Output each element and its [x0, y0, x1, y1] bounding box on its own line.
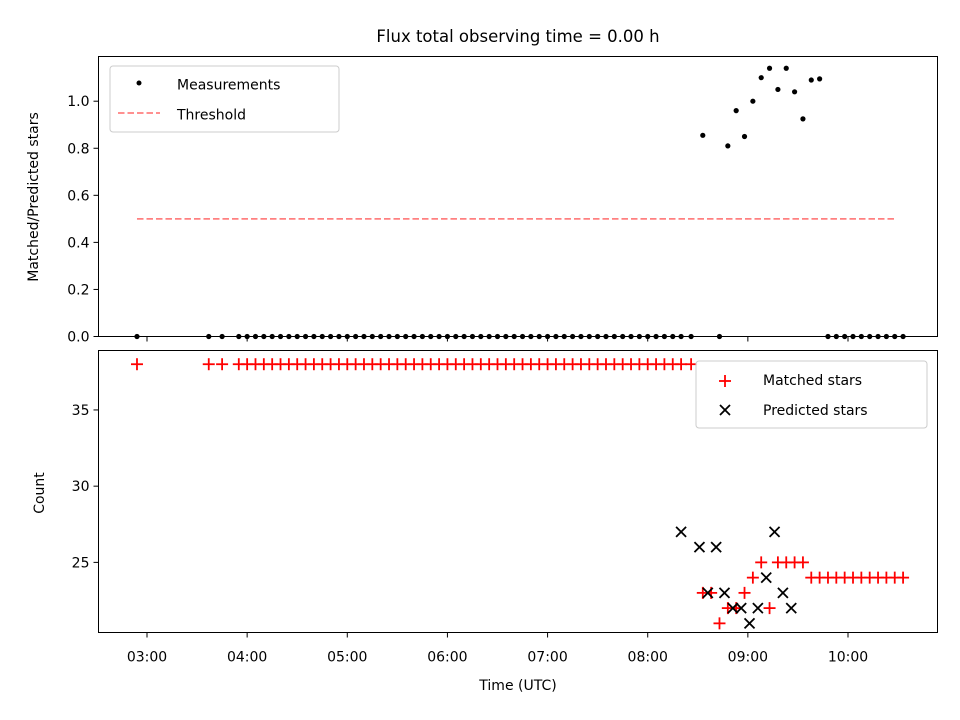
measurement-point: [700, 132, 706, 138]
bottom-y-ticks: 25 30 35: [72, 403, 99, 571]
matched-star-point: [202, 358, 215, 371]
matched-star-point: [746, 571, 759, 584]
top-y-axis-label: Matched/Predicted stars: [26, 112, 42, 282]
legend-threshold-label: Threshold: [176, 108, 246, 124]
bottom-legend-box: [695, 360, 928, 429]
predicted-star-point: [727, 602, 739, 614]
predicted-star-point: [675, 526, 687, 538]
top-x-tick-marks: [146, 336, 849, 342]
measurement-point: [725, 143, 731, 149]
predicted-star-point: [743, 617, 756, 629]
predicted-star-point: [760, 571, 772, 584]
top-y-tick-label: 0.8: [67, 141, 89, 157]
measurement-point: [766, 65, 773, 71]
top-y-tick-label: 1.0: [67, 94, 89, 110]
x-tick-label: 03:00: [127, 650, 167, 666]
predicted-star-point: [702, 587, 714, 599]
matched-star-point: [738, 586, 751, 599]
legend-predicted-label: Predicted stars: [763, 403, 868, 419]
predicted-star-points: [675, 526, 797, 629]
top-y-ticks: 0.0 0.2 0.4 0.6 0.8 1.0: [67, 94, 99, 346]
matched-star-point: [796, 556, 809, 569]
measurement-point: [783, 65, 789, 71]
legend-measurements-marker: [136, 80, 142, 86]
measurement-point: [775, 86, 781, 93]
x-tick-label: 10:00: [828, 650, 868, 666]
top-y-tick-label: 0.2: [67, 282, 89, 298]
matched-star-point: [130, 358, 143, 371]
predicted-star-point: [718, 587, 731, 599]
measurement-point: [733, 108, 739, 114]
bottom-x-ticks: 03:00 04:00 05:00 06:00 07:00 08:00 09:00 10:00: [127, 632, 868, 666]
predicted-star-point: [777, 587, 789, 599]
bottom-legend: Matched stars Predicted stars: [695, 360, 928, 429]
x-tick-label: 06:00: [427, 650, 467, 666]
bottom-y-tick-label: 35: [72, 403, 90, 419]
matched-star-point: [675, 358, 688, 371]
x-tick-label: 04:00: [227, 650, 267, 666]
legend-matched-label: Matched stars: [763, 373, 862, 389]
top-y-tick-label: 0.4: [67, 235, 89, 251]
matched-star-point: [763, 602, 776, 615]
top-y-tick-label: 0.0: [67, 330, 89, 346]
matched-star-point: [216, 358, 229, 371]
top-y-tick-label: 0.6: [67, 188, 89, 204]
x-axis-label: Time (UTC): [478, 678, 556, 694]
bottom-y-tick-label: 25: [72, 555, 90, 571]
matched-star-point: [755, 556, 768, 569]
matched-star-point: [713, 617, 726, 630]
measurement-point: [791, 89, 798, 95]
x-tick-label: 09:00: [728, 650, 768, 666]
legend-predicted-marker: [719, 404, 731, 416]
predicted-star-point: [710, 541, 722, 553]
top-panel: Flux total observing time = 0.00 h Match…: [26, 27, 938, 346]
measurement-point: [750, 98, 756, 104]
bottom-plot-frame: [98, 350, 938, 633]
predicted-star-point: [785, 602, 797, 614]
predicted-star-point: [768, 526, 781, 538]
top-chart-title: Flux total observing time = 0.00 h: [376, 27, 659, 46]
measurement-point: [817, 76, 823, 82]
bottom-y-tick-label: 30: [72, 479, 90, 495]
legend-measurements-label: Measurements: [177, 78, 280, 94]
measurement-points: [134, 65, 906, 340]
x-tick-label: 07:00: [527, 650, 567, 666]
measurement-point: [800, 116, 806, 122]
bottom-y-axis-label: Count: [32, 472, 48, 514]
matched-star-points: [130, 358, 910, 630]
matched-star-point: [897, 571, 910, 584]
predicted-star-point: [752, 602, 764, 614]
predicted-star-point: [693, 541, 706, 553]
x-tick-label: 08:00: [628, 650, 668, 666]
top-plot-frame: [98, 56, 938, 337]
predicted-star-point: [735, 602, 747, 614]
measurement-point: [741, 133, 748, 140]
x-tick-label: 05:00: [327, 650, 367, 666]
measurement-point: [808, 77, 814, 83]
measurement-point: [758, 75, 764, 81]
legend-matched-marker: [719, 375, 731, 387]
matched-star-point: [685, 358, 698, 371]
top-legend-box: [109, 65, 340, 133]
top-legend: Measurements Threshold: [109, 65, 340, 133]
